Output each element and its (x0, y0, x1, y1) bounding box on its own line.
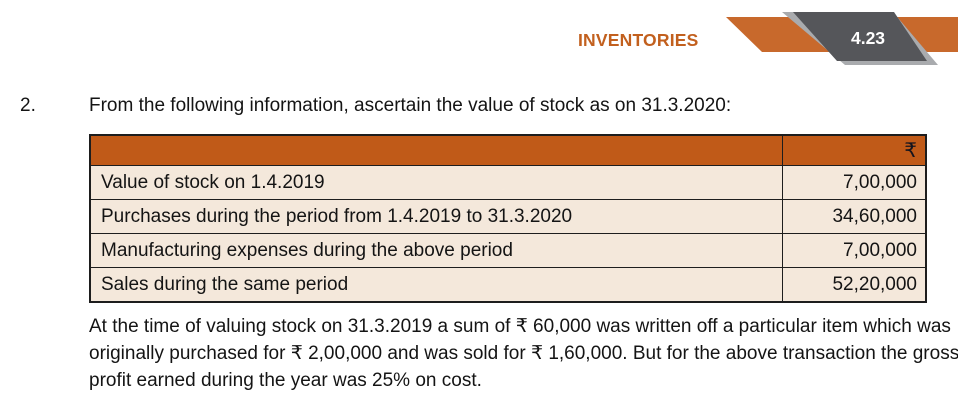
table-row: Sales during the same period 52,20,000 (89, 267, 927, 303)
rupee-symbol-header: ₹ (781, 134, 927, 166)
page-ribbon: 4.23 (726, 12, 958, 65)
row-amount: 7,00,000 (781, 233, 927, 268)
table-row: Value of stock on 1.4.2019 7,00,000 (89, 165, 927, 200)
chapter-title: INVENTORIES (578, 30, 699, 50)
question-number: 2. (20, 95, 36, 116)
note-line: profit earned during the year was 25% on… (89, 370, 482, 391)
row-label: Purchases during the period from 1.4.201… (89, 199, 783, 234)
stock-table: ₹ Value of stock on 1.4.2019 7,00,000 Pu… (89, 134, 927, 303)
row-amount: 7,00,000 (781, 165, 927, 200)
question-text: From the following information, ascertai… (89, 95, 732, 116)
row-amount: 52,20,000 (781, 267, 927, 303)
row-label: Value of stock on 1.4.2019 (89, 165, 783, 200)
row-label: Sales during the same period (89, 267, 783, 303)
note-paragraph: At the time of valuing stock on 31.3.201… (89, 313, 958, 394)
table-header-empty-cell (89, 134, 783, 166)
table-header-row: ₹ (89, 134, 927, 166)
note-line: originally purchased for ₹ 2,00,000 and … (89, 343, 958, 364)
row-label: Manufacturing expenses during the above … (89, 233, 783, 268)
table-row: Manufacturing expenses during the above … (89, 233, 927, 268)
note-line: At the time of valuing stock on 31.3.201… (89, 316, 951, 337)
ribbon-dark-band (793, 12, 927, 61)
row-amount: 34,60,000 (781, 199, 927, 234)
page-number: 4.23 (851, 28, 885, 48)
table-row: Purchases during the period from 1.4.201… (89, 199, 927, 234)
